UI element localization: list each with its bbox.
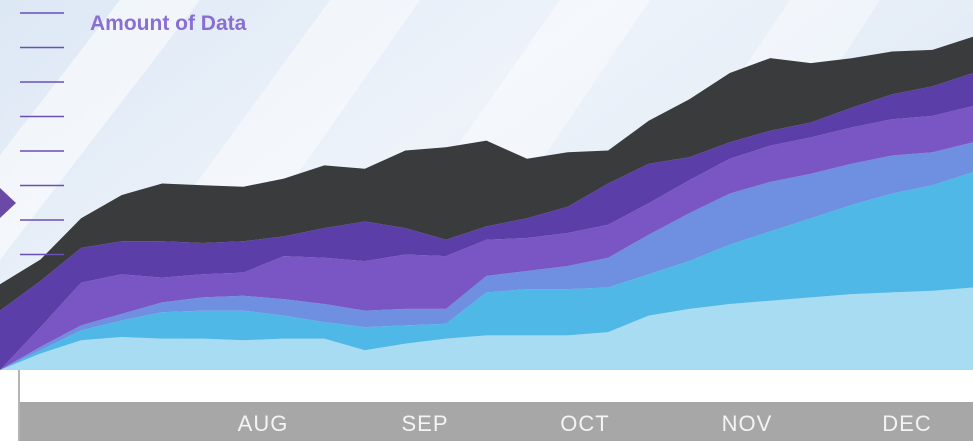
- area-series-2: [0, 172, 973, 370]
- y-axis-ticks: [20, 12, 64, 256]
- area-series-5: [0, 73, 973, 370]
- x-tick-label-oct: OCT: [560, 411, 609, 436]
- area-series-1: [0, 287, 973, 370]
- baseline-strip: [0, 370, 973, 402]
- x-tick-label-dec: DEC: [882, 411, 931, 436]
- x-tick-label-aug: AUG: [238, 411, 289, 436]
- x-tick-label-sep: SEP: [401, 411, 448, 436]
- area-series-3: [0, 142, 973, 370]
- left-arrow-marker: [0, 188, 16, 218]
- chart-title: Amount of Data: [90, 12, 247, 35]
- area-series-group: [0, 36, 973, 370]
- area-series-4: [0, 106, 973, 370]
- area-series-6: [0, 36, 973, 311]
- month-band: [20, 402, 973, 441]
- month-labels: AUG SEP OCT NOV DEC: [238, 411, 931, 436]
- x-tick-label-nov: NOV: [722, 411, 773, 436]
